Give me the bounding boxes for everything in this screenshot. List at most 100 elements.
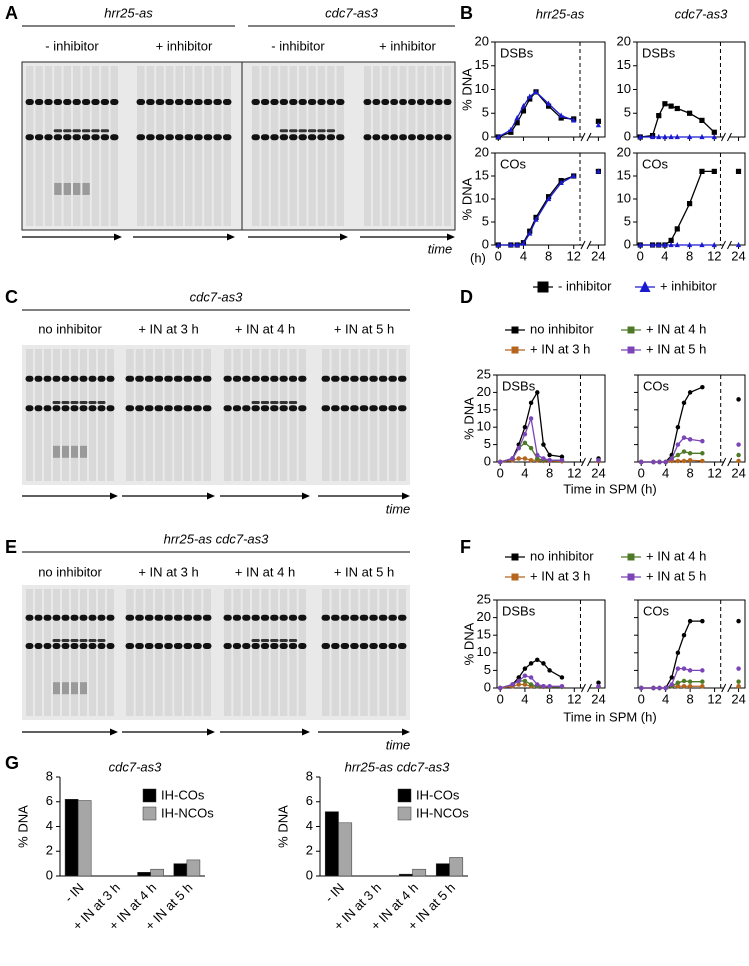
lane-smear [379, 349, 387, 481]
gel-band [79, 405, 88, 412]
lane-label: + IN at 4 h [235, 564, 295, 579]
y-tick-label: 25 [477, 591, 491, 606]
gel-band [443, 134, 452, 141]
y-tick-label: 10 [477, 644, 491, 659]
gel-band [183, 643, 193, 650]
gel-band [25, 614, 34, 621]
gel-band [326, 134, 336, 141]
gel-band [321, 614, 331, 621]
data-point [699, 168, 705, 174]
data-point [656, 133, 662, 140]
gel-band [289, 129, 298, 133]
subplot-label: DSBs [642, 45, 676, 60]
lane-smear [98, 589, 105, 716]
lane-smear [156, 66, 164, 226]
break-mark [727, 132, 732, 142]
break-gap [583, 684, 590, 692]
gel-band [388, 375, 397, 382]
lane-label: + IN at 3 h [138, 321, 198, 336]
lane-smear [322, 349, 330, 481]
y-tick-label: 8 [306, 768, 313, 783]
arrow-head [302, 492, 310, 500]
lane-smear [369, 349, 378, 481]
gel-band [288, 639, 298, 642]
lane-smear [185, 66, 193, 226]
gel-band [232, 643, 242, 650]
data-point [736, 684, 741, 689]
lane-label: no inhibitor [38, 564, 102, 579]
data-point [700, 668, 705, 673]
y-tick-label: 4 [306, 818, 313, 833]
legend-marker [511, 553, 519, 561]
y-tick-label: 0 [482, 236, 489, 251]
subplot-label: DSBs [500, 45, 534, 60]
gel-band [91, 134, 100, 141]
gel-band [144, 643, 154, 650]
gel-band [279, 405, 288, 412]
y-tick-label: 0 [306, 867, 313, 882]
data-point [681, 678, 687, 684]
gel-band [270, 401, 279, 404]
gel-band [61, 639, 70, 642]
gel-band [298, 98, 307, 105]
gel-smear [53, 445, 60, 458]
break-mark [721, 240, 726, 250]
gel-band [336, 98, 345, 105]
gel-band [88, 614, 97, 621]
arrow-head [227, 233, 235, 241]
gel-band [416, 134, 425, 141]
data-point [649, 133, 656, 140]
lane-smear [435, 66, 443, 226]
data-point [674, 133, 680, 140]
data-point [508, 129, 514, 135]
gel-band [53, 129, 63, 133]
gel-band [369, 375, 378, 382]
x-tick-label: 24 [731, 465, 745, 480]
data-point [662, 101, 668, 107]
gel-band [279, 375, 288, 382]
y-axis-label: % DNA [275, 805, 290, 848]
break-gap [723, 684, 730, 692]
gel-band [43, 405, 52, 412]
arrow-head [402, 492, 410, 500]
data-point [687, 451, 693, 456]
gel-band [88, 405, 97, 412]
data-point [558, 115, 564, 121]
data-point [516, 445, 521, 451]
gel-band [110, 98, 119, 105]
x-tick-label: 0 [495, 248, 502, 263]
y-tick-label: 5 [482, 105, 489, 120]
data-point [522, 440, 528, 446]
lane-smear [360, 349, 368, 481]
gel-band [173, 643, 183, 650]
y-tick-label: 20 [475, 144, 489, 159]
gel-band [381, 98, 390, 105]
gel-band [183, 405, 193, 412]
gel-band [44, 134, 53, 141]
lane-smear [261, 589, 269, 716]
gel-title: hrr25-as [104, 5, 153, 20]
lane-smear [390, 66, 398, 226]
break-mark [727, 240, 732, 250]
data-point [656, 241, 662, 248]
bar [173, 863, 188, 877]
gel-band [88, 401, 97, 404]
data-point [508, 126, 514, 132]
gel-band [52, 401, 61, 404]
data-point [687, 110, 693, 116]
x-axis-label: Time in SPM (h) [563, 709, 656, 724]
gel-band [434, 134, 443, 141]
lane-smear [165, 66, 174, 226]
data-point [681, 458, 687, 464]
lane-smear [98, 349, 105, 481]
gel-band [307, 129, 317, 133]
gel-band [340, 614, 350, 621]
data-point [687, 679, 693, 684]
lane-label: + inhibitor [379, 38, 436, 53]
lane-smear [155, 589, 163, 716]
gel-band [223, 614, 232, 621]
gel-band [72, 98, 81, 105]
lane-smear [203, 589, 211, 716]
gel-band [307, 134, 317, 141]
data-point [675, 680, 681, 685]
